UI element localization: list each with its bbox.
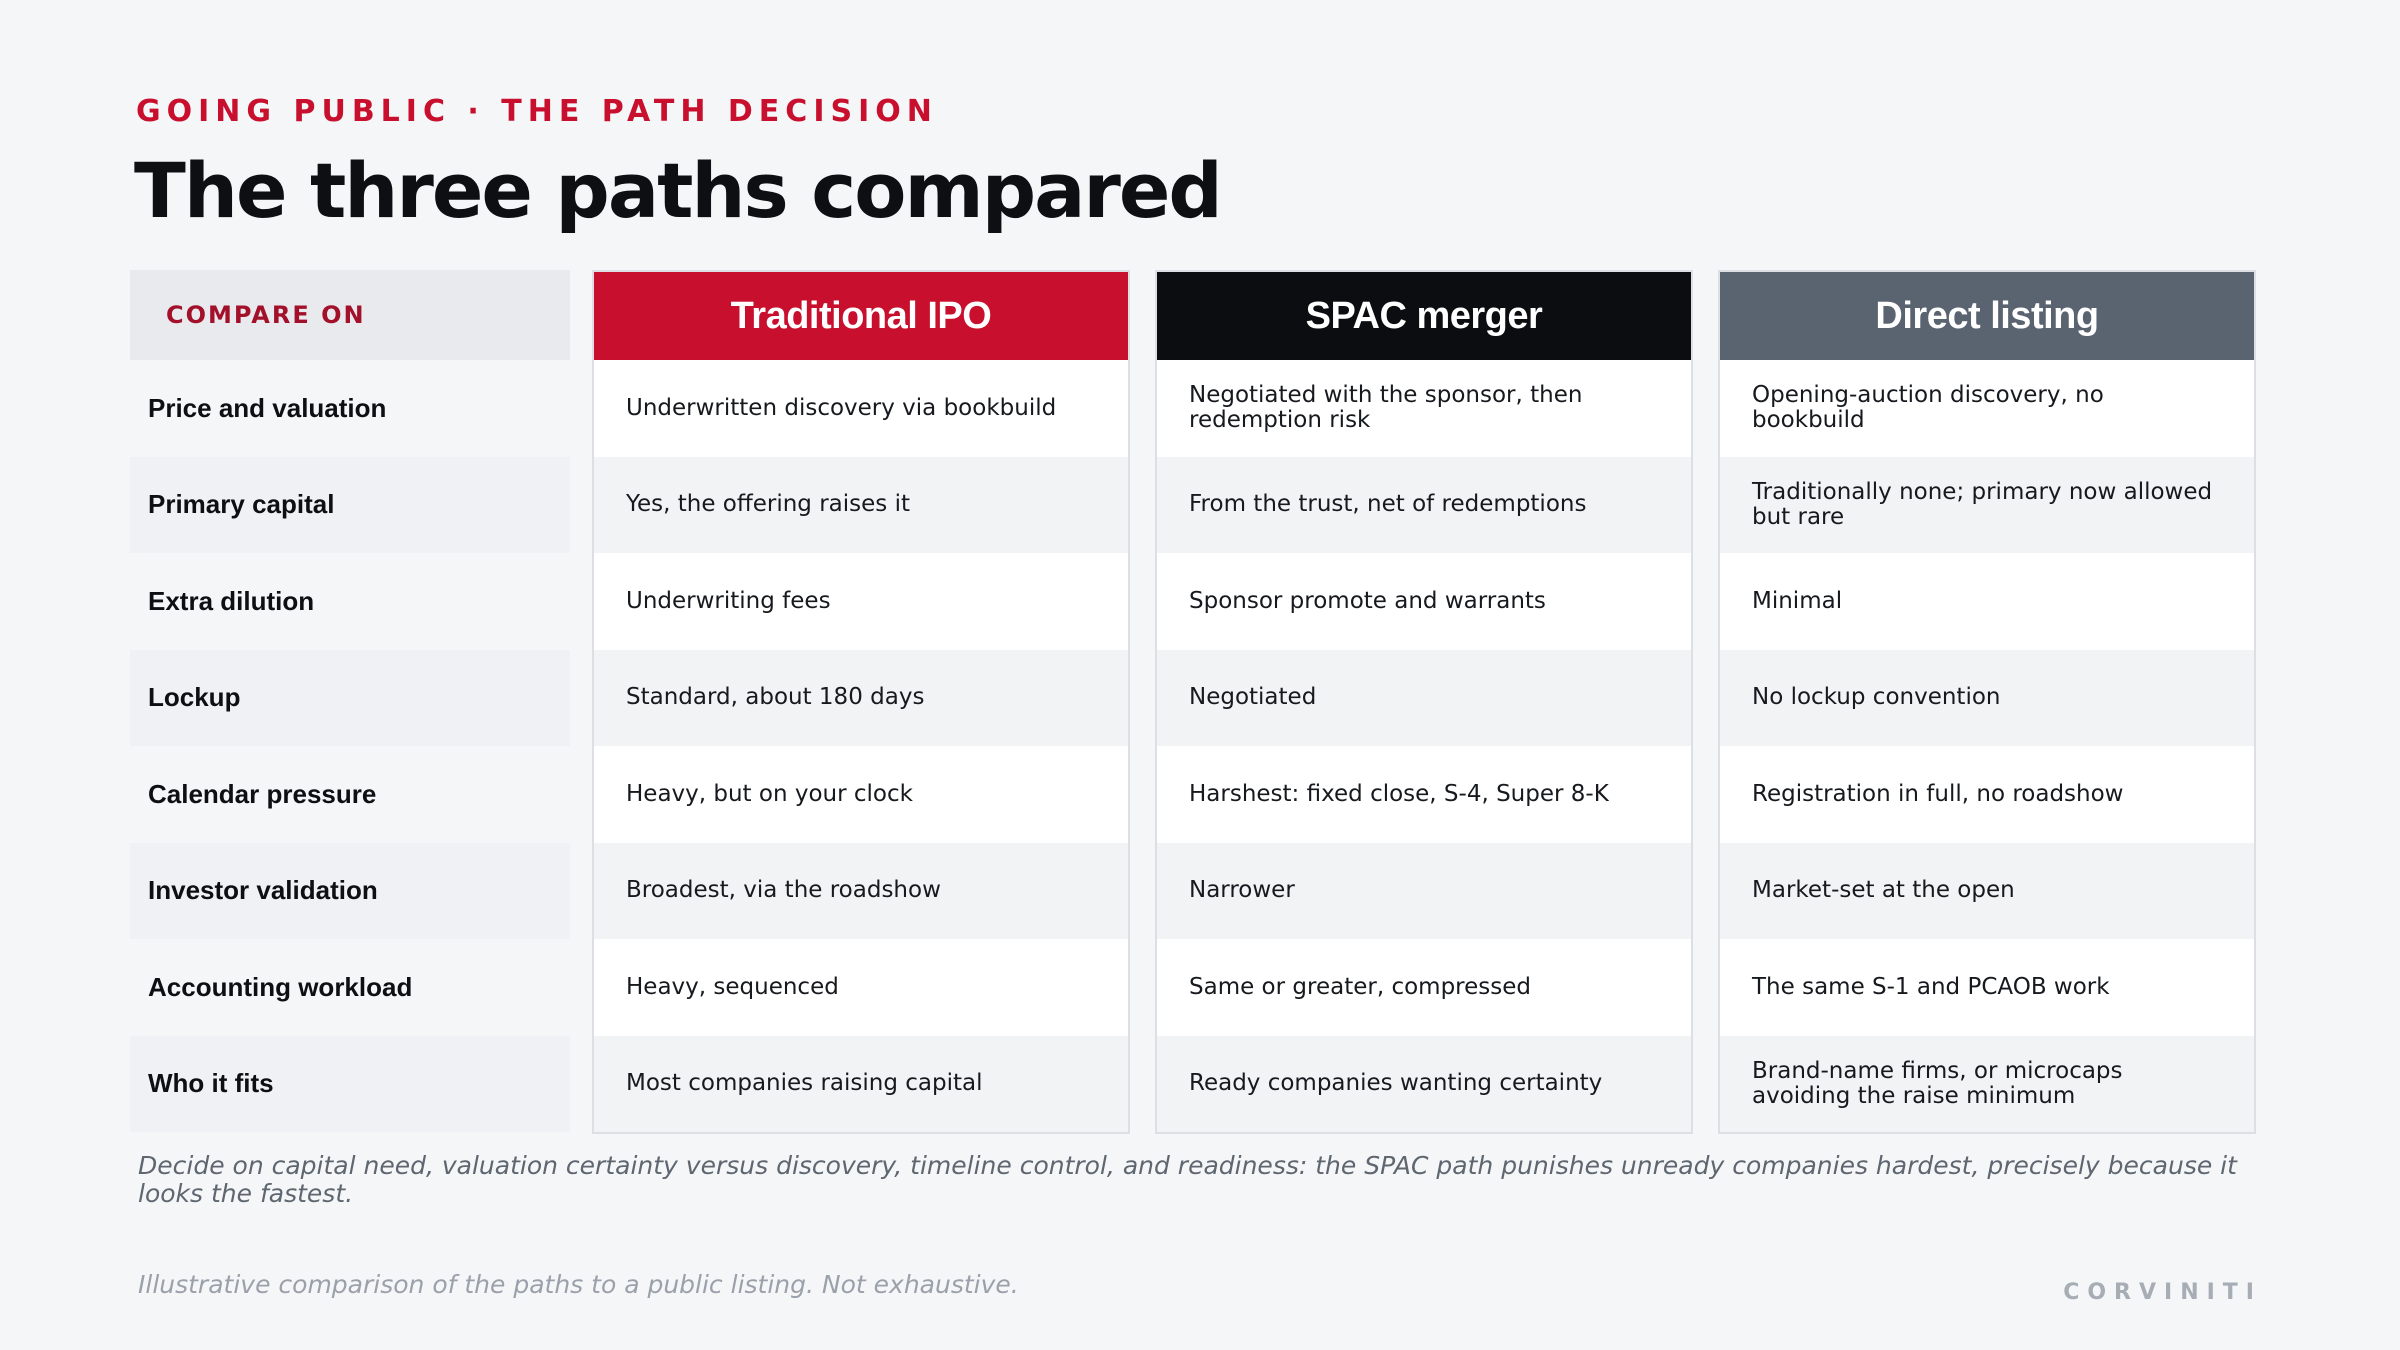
row-label-lockup: Lockup [130,649,570,746]
table-cell: Traditionally none; primary now allowed … [1720,456,2254,553]
table-cell: Harshest: fixed close, S-4, Super 8-K [1189,780,1609,807]
column-header-traditional-ipo: Traditional IPO [594,272,1128,360]
table-cell: Ready companies wanting certainty [1157,1035,1691,1132]
table-cell: Heavy, sequenced [626,973,839,1000]
table-cell: Negotiated [1157,649,1691,746]
table-cell: Same or greater, compressed [1189,973,1531,1000]
table-cell: Registration in full, no roadshow [1752,780,2124,807]
column-direct-listing: Direct listing Opening-auction discovery… [1718,270,2256,1134]
table-cell: Heavy, but on your clock [626,780,913,807]
column-header-spac-merger: SPAC merger [1157,272,1691,360]
table-cell: Sponsor promote and warrants [1189,587,1546,614]
table-cell: Negotiated with the sponsor, then redemp… [1189,382,1583,434]
column-header-direct-listing: Direct listing [1720,272,2254,360]
compare-on-header: COMPARE ON [130,270,570,360]
table-cell: Standard, about 180 days [594,649,1128,746]
row-label-validation: Investor validation [130,842,570,939]
table-cell: No lockup convention [1720,649,2254,746]
source-note: Illustrative comparison of the paths to … [138,1270,1019,1299]
row-label-dilution: Extra dilution [148,585,315,616]
row-label-fit: Who it fits [130,1035,570,1132]
table-cell: Most companies raising capital [594,1035,1128,1132]
section-eyebrow: GOING PUBLIC · THE PATH DECISION [136,94,938,129]
takeaway-note: Decide on capital need, valuation certai… [138,1151,2237,1208]
brand-wordmark: CORVINITI [2063,1280,2262,1305]
row-label-accounting: Accounting workload [148,971,413,1002]
row-label-calendar: Calendar pressure [148,778,377,809]
column-traditional-ipo: Traditional IPO Underwritten discovery v… [592,270,1130,1134]
page-title: The three paths compared [134,146,1223,235]
table-cell: Underwritten discovery via bookbuild [626,394,1057,421]
table-cell: From the trust, net of redemptions [1157,456,1691,553]
table-cell: The same S-1 and PCAOB work [1752,973,2110,1000]
table-cell: Narrower [1157,842,1691,939]
row-labels-column: COMPARE ON Price and valuation Primary c… [130,270,570,1132]
table-cell: Yes, the offering raises it [594,456,1128,553]
table-cell: Market-set at the open [1720,842,2254,939]
table-cell: Broadest, via the roadshow [594,842,1128,939]
table-cell: Underwriting fees [626,587,831,614]
column-spac-merger: SPAC merger Negotiated with the sponsor,… [1155,270,1693,1134]
table-cell: Brand-name firms, or microcaps avoiding … [1720,1035,2254,1132]
row-label-primary-capital: Primary capital [130,456,570,553]
row-label-price: Price and valuation [148,392,387,423]
table-cell: Opening-auction discovery, no bookbuild [1752,382,2104,434]
table-cell: Minimal [1752,587,1843,614]
